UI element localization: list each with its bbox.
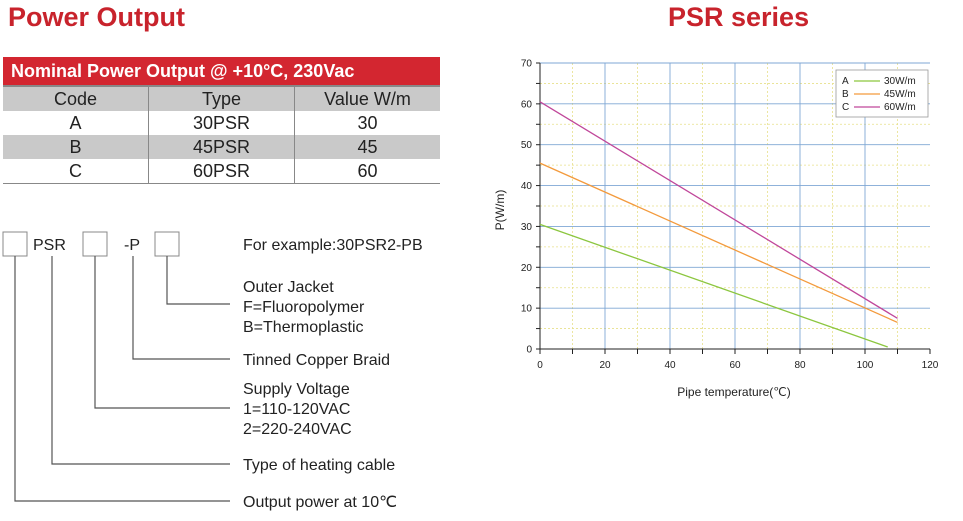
voltage-code-box — [82, 231, 108, 257]
x-axis-label: Pipe temperature(℃) — [677, 385, 791, 399]
x-tick-label: 40 — [664, 360, 676, 371]
header-code: Code — [3, 86, 149, 111]
cell-type: 60PSR — [148, 159, 295, 184]
header-value: Value W/m — [294, 86, 440, 111]
cell-value: 60 — [294, 159, 440, 184]
cable-type-label: Type of heating cable — [243, 457, 395, 474]
y-tick-label: 0 — [526, 345, 532, 356]
table-row: B 45PSR 45 — [3, 135, 440, 159]
legend-label: 60W/m — [884, 102, 916, 113]
series-line-a — [539, 223, 888, 348]
y-tick-label: 40 — [521, 181, 533, 192]
legend-code: C — [842, 102, 849, 113]
psr-label: PSR — [33, 237, 66, 254]
jacket-code-box — [154, 231, 180, 257]
example-text: For example:30PSR2-PB — [243, 237, 423, 254]
cell-code: B — [3, 135, 149, 159]
voltage-option-1: 1=110-120VAC — [243, 401, 350, 418]
voltage-option-2: 2=220-240VAC — [243, 421, 352, 438]
cell-type: 30PSR — [148, 111, 295, 135]
cell-type: 45PSR — [148, 135, 295, 159]
chart-axes — [536, 62, 931, 354]
cell-code: A — [3, 111, 149, 135]
psr-chart: 0 20 40 60 80 100 120 0 10 20 30 40 50 60 70 A 30W/m B 45… — [493, 59, 939, 400]
y-axis-label: P(W/m) — [493, 190, 507, 231]
cable-type-connector — [51, 256, 230, 465]
cell-value: 30 — [357, 112, 378, 133]
x-tick-label: 0 — [537, 360, 543, 371]
y-tick-label: 50 — [521, 140, 533, 151]
braid-label: Tinned Copper Braid — [243, 352, 390, 369]
power-output-title: Power Output — [8, 2, 185, 32]
x-tick-label: 20 — [599, 360, 611, 371]
voltage-connector — [94, 256, 230, 409]
outer-jacket-b: B=Thermoplastic — [243, 319, 364, 336]
power-output-table: Nominal Power Output @ +10°C, 230Vac Cod… — [3, 57, 440, 184]
chart-legend: A 30W/m B 45W/m C 60W/m — [835, 69, 929, 118]
jacket-connector — [166, 256, 230, 305]
y-tick-label: 60 — [521, 99, 533, 110]
y-tick-label: 70 — [521, 59, 533, 70]
table-banner: Nominal Power Output @ +10°C, 230Vac — [3, 57, 440, 87]
legend-code: B — [842, 89, 849, 100]
voltage-label: Supply Voltage — [243, 381, 350, 398]
chart-tick-labels: 0 20 40 60 80 100 120 0 10 20 30 40 50 60 70 — [521, 59, 939, 372]
power-code-box — [2, 231, 28, 257]
table-row: C 60PSR 60 — [3, 159, 440, 184]
series-line-b — [539, 162, 898, 324]
x-tick-label: 60 — [729, 360, 741, 371]
cell-code: C — [3, 159, 149, 184]
x-tick-label: 80 — [794, 360, 806, 371]
table-row: A 30PSR 30 — [3, 111, 440, 135]
table-header-row: Code Type Value W/m — [3, 86, 440, 111]
series-line-c — [539, 101, 898, 319]
legend-code: A — [842, 76, 849, 87]
output-power-label: Output power at 10℃ — [243, 494, 397, 511]
y-tick-label: 20 — [521, 263, 533, 274]
outer-jacket-f: F=Fluoropolymer — [243, 299, 365, 316]
naming-diagram: PSR -P For example:30PSR2-PB Outer Jacke… — [2, 231, 423, 511]
chart-title: PSR series — [668, 2, 810, 32]
legend-label: 30W/m — [884, 76, 916, 87]
x-tick-label: 100 — [857, 360, 874, 371]
braid-code-label: -P — [124, 237, 140, 254]
chart-series — [539, 101, 898, 348]
y-tick-label: 30 — [521, 222, 533, 233]
output-connector — [14, 256, 230, 502]
legend-label: 45W/m — [884, 89, 916, 100]
y-tick-label: 10 — [521, 304, 533, 315]
braid-connector — [132, 256, 230, 360]
outer-jacket-label: Outer Jacket — [243, 279, 334, 296]
x-tick-label: 120 — [922, 360, 939, 371]
cell-value: 45 — [294, 135, 440, 159]
header-type: Type — [148, 86, 295, 111]
legend-box — [835, 69, 929, 118]
